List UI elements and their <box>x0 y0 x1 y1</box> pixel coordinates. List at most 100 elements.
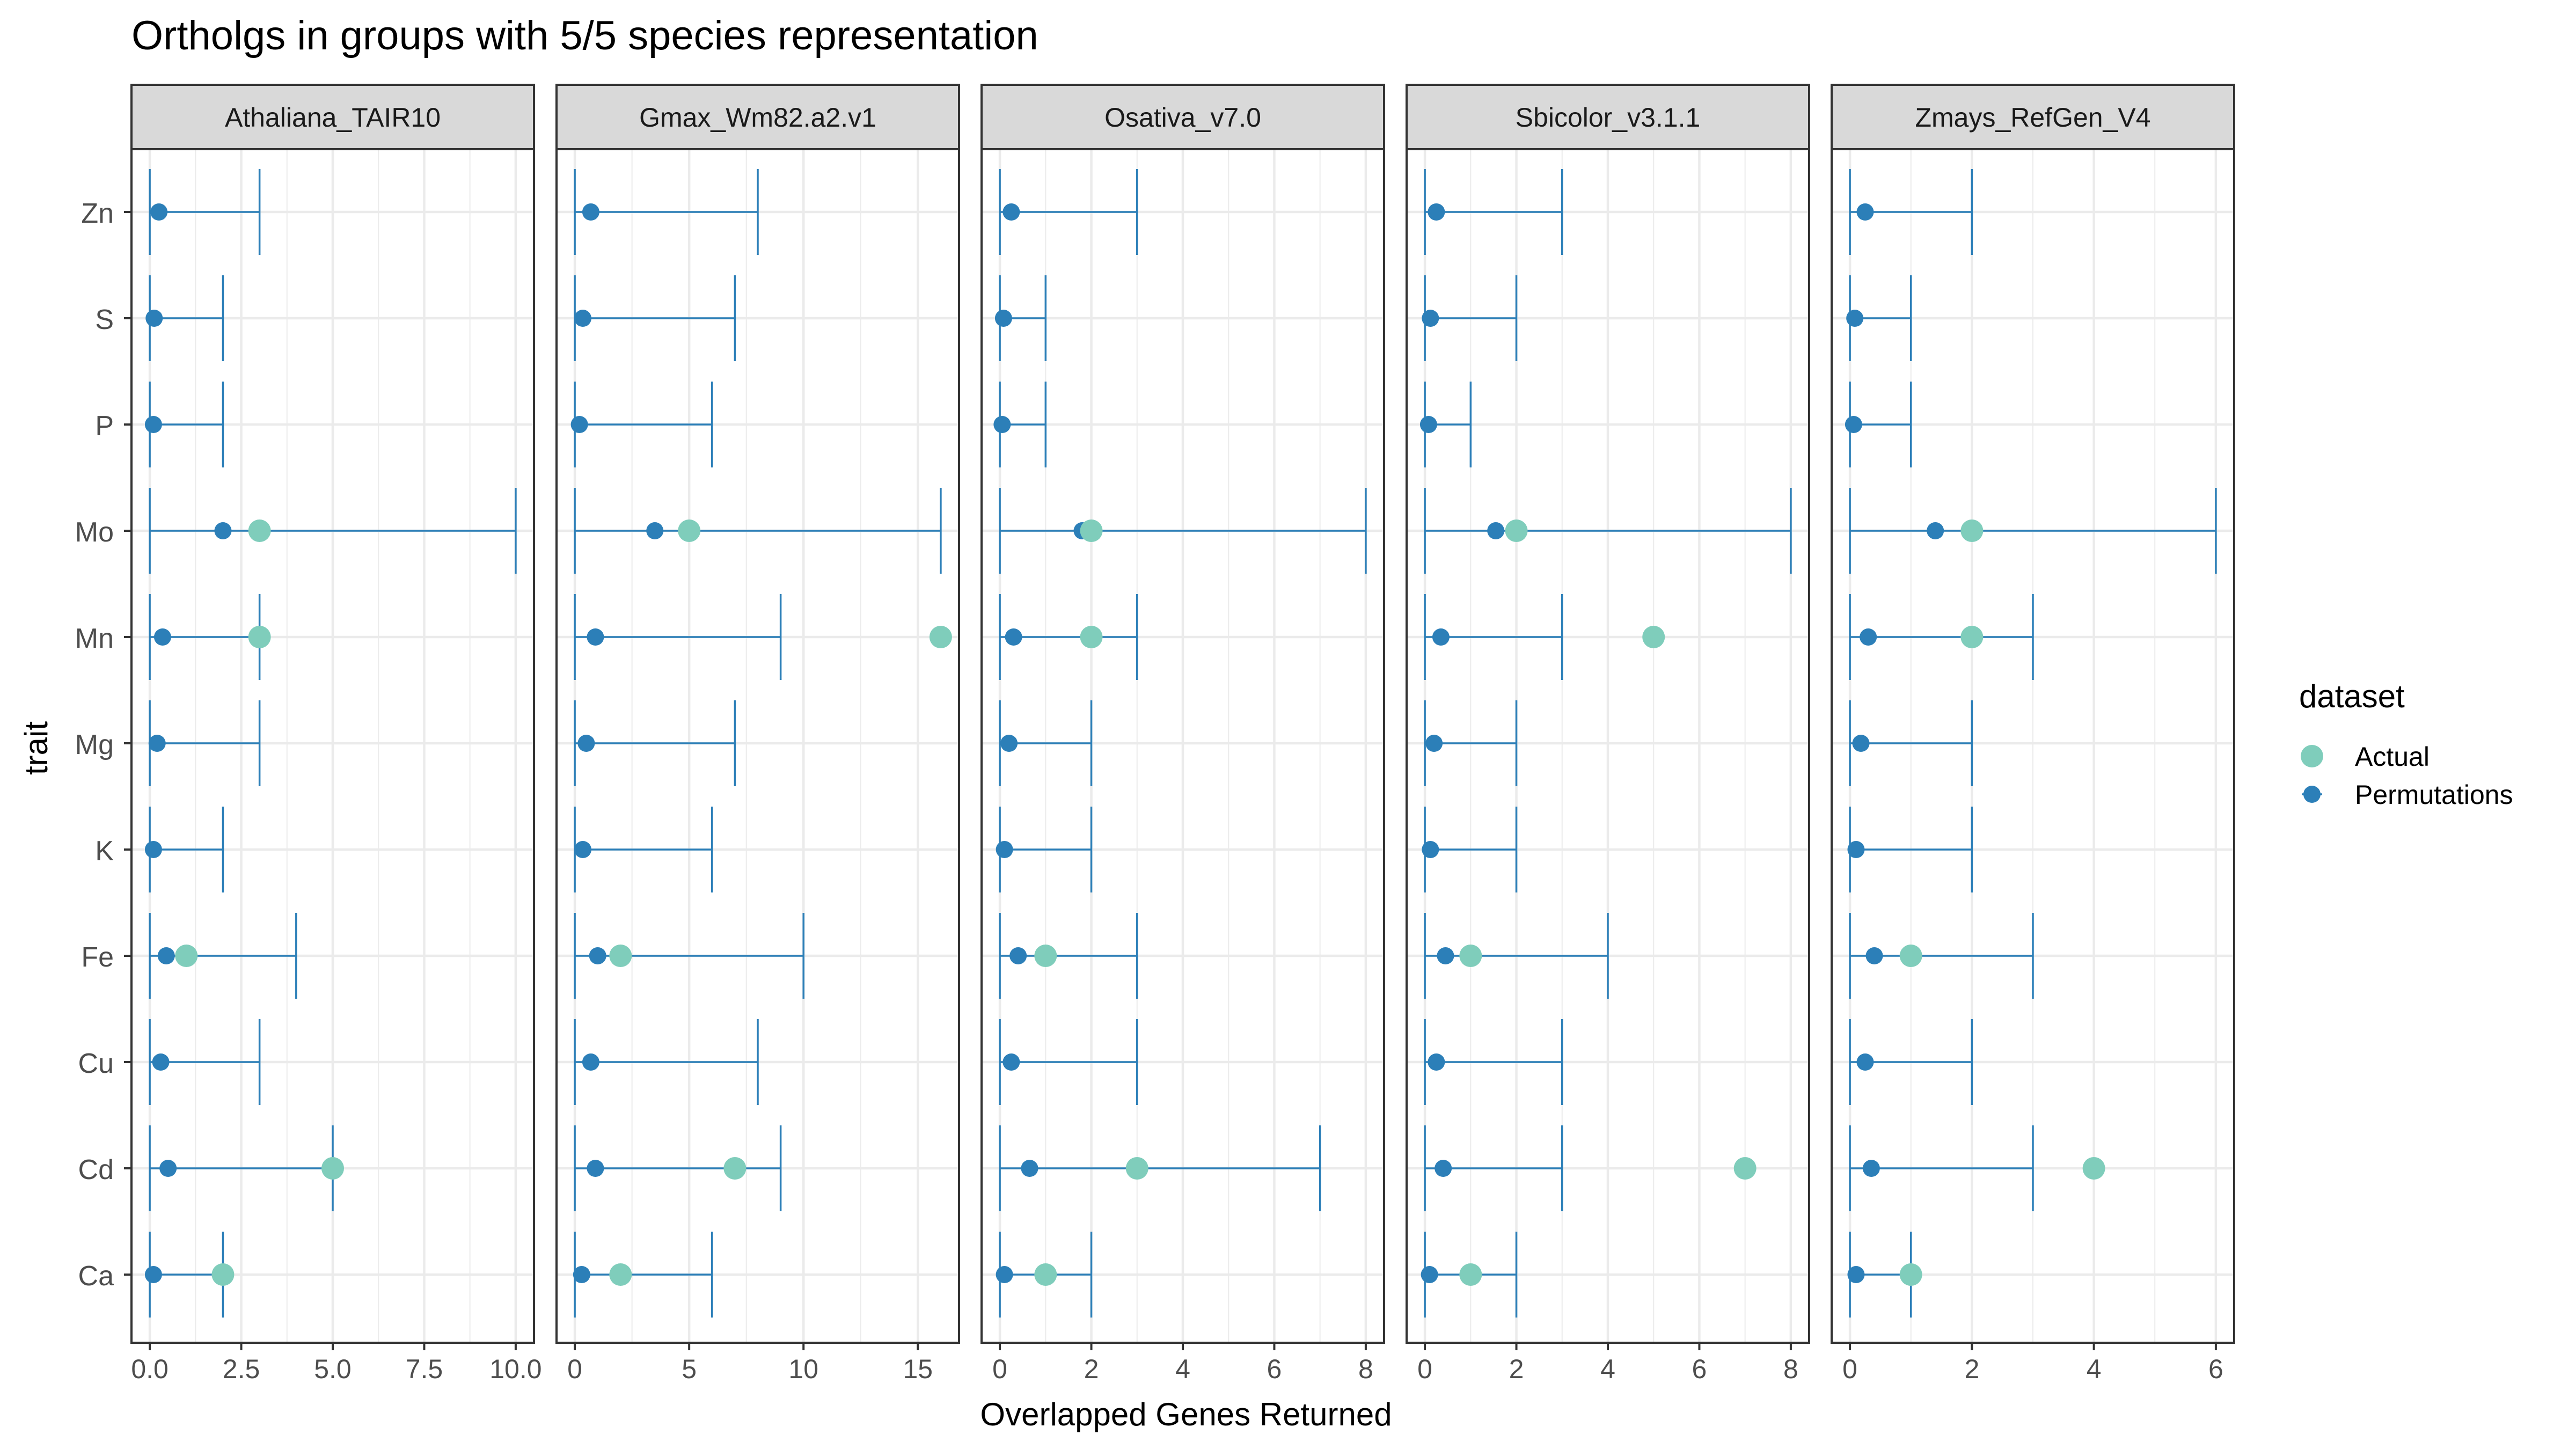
panel-background <box>557 149 959 1343</box>
permutation-point <box>1847 841 1865 858</box>
facet-strip <box>980 84 1385 150</box>
permutation-point <box>1487 522 1505 539</box>
legend: dataset Actual Permutations <box>2299 678 2513 810</box>
permutation-point <box>574 841 592 858</box>
permutation-point <box>1435 1160 1452 1177</box>
facet-panels: Athaliana_TAIR10 0.0 2.5 5.0 7.5 10.0 Gmax_Wm8… <box>130 84 2235 1384</box>
x-tick-label: 0 <box>567 1354 582 1384</box>
x-tick-label: 6 <box>1692 1354 1707 1384</box>
x-tick-label: 5.0 <box>314 1354 352 1384</box>
permutation-point <box>582 1053 599 1071</box>
permutation-point <box>1856 1053 1874 1071</box>
y-tick-label: Zn <box>81 198 114 229</box>
actual-point <box>211 1263 235 1286</box>
actual-point <box>248 626 271 648</box>
x-tick-label: 2 <box>1084 1354 1099 1384</box>
legend-entry-label: Actual <box>2355 742 2429 772</box>
actual-point <box>609 945 632 967</box>
x-tick-label: 0 <box>1842 1354 1857 1384</box>
x-tick-label: 2 <box>1509 1354 1524 1384</box>
permutation-point <box>144 416 162 433</box>
facet-strip-label: Gmax_Wm82.a2.v1 <box>639 103 876 133</box>
permutation-point <box>573 1266 590 1283</box>
permutation-point <box>145 310 163 327</box>
x-tick-label: 8 <box>1358 1354 1373 1384</box>
permutation-point <box>1428 203 1445 221</box>
permutation-point <box>996 841 1013 858</box>
x-tick-label: 6 <box>1267 1354 1282 1384</box>
x-tick-label: 0.0 <box>131 1354 169 1384</box>
permutation-point <box>159 1160 177 1177</box>
facet-panel: Athaliana_TAIR10 0.0 2.5 5.0 7.5 10.0 <box>130 84 542 1384</box>
actual-point <box>1960 626 1984 648</box>
actual-point <box>2082 1157 2105 1180</box>
actual-point <box>1733 1157 1757 1180</box>
y-axis: Zn S P Mo Mn Mg K Fe Cu Cd Ca <box>75 198 131 1292</box>
y-tick-label: Mg <box>75 729 114 760</box>
permutation-point <box>214 522 232 539</box>
actual-point <box>929 626 952 648</box>
permutation-point <box>587 1160 604 1177</box>
permutation-point <box>152 1053 170 1071</box>
x-tick-label: 2 <box>1964 1354 1979 1384</box>
permutation-point <box>1846 310 1864 327</box>
facet-panel: Osativa_v7.0 0 2 4 6 8 <box>980 84 1385 1384</box>
permutation-point <box>1852 735 1870 752</box>
permutation-point <box>1845 416 1862 433</box>
x-tick-label: 10 <box>788 1354 818 1384</box>
chart-title: Ortholgs in groups with 5/5 species repr… <box>131 13 1038 58</box>
permutation-point <box>587 628 604 646</box>
x-tick-label: 0 <box>1417 1354 1432 1384</box>
permutation-point <box>646 522 664 539</box>
x-tick-label: 6 <box>2208 1354 2223 1384</box>
actual-point <box>1034 945 1057 967</box>
permutation-point <box>1862 1160 1880 1177</box>
legend-title: dataset <box>2299 678 2405 714</box>
actual-point <box>723 1157 747 1180</box>
x-tick-label: 8 <box>1783 1354 1798 1384</box>
actual-point <box>321 1157 344 1180</box>
legend-entry: Actual <box>2301 742 2429 772</box>
x-tick-label: 7.5 <box>406 1354 443 1384</box>
actual-point <box>248 519 271 542</box>
permutation-point <box>150 203 168 221</box>
permutation-point <box>1927 522 1944 539</box>
permutation-point <box>1005 628 1022 646</box>
permutation-point <box>1422 310 1439 327</box>
x-tick-label: 10.0 <box>489 1354 541 1384</box>
permutation-point <box>589 947 606 964</box>
permutation-point <box>577 735 595 752</box>
actual-point <box>175 945 198 967</box>
actual-point <box>609 1263 632 1286</box>
actual-point <box>1642 626 1665 648</box>
legend-key-swatch <box>2301 745 2323 767</box>
x-tick-label: 15 <box>903 1354 933 1384</box>
y-tick-label: Fe <box>81 942 114 973</box>
legend-entry-label: Permutations <box>2355 780 2513 810</box>
y-tick-label: Cd <box>78 1154 114 1185</box>
facet-strip-label: Sbicolor_v3.1.1 <box>1516 103 1701 133</box>
facet-panel: Sbicolor_v3.1.1 0 2 4 6 8 <box>1406 84 1810 1384</box>
permutation-point <box>1428 1053 1445 1071</box>
x-tick-label: 0 <box>992 1354 1007 1384</box>
facet-strip <box>1406 84 1810 150</box>
x-tick-label: 4 <box>1175 1354 1190 1384</box>
permutation-point <box>1865 947 1883 964</box>
y-tick-label: S <box>95 304 114 335</box>
permutation-point <box>1419 416 1437 433</box>
permutation-point <box>1002 203 1020 221</box>
actual-point <box>678 519 701 542</box>
actual-point <box>1899 1263 1922 1286</box>
facet-strip-label: Zmays_RefGen_V4 <box>1915 103 2150 133</box>
y-tick-label: Mo <box>75 517 114 548</box>
y-tick-label: Mn <box>75 623 114 654</box>
y-axis-title: trait <box>18 721 54 775</box>
permutation-point <box>1856 203 1874 221</box>
facet-strip <box>130 84 535 150</box>
permutation-point <box>1437 947 1454 964</box>
y-tick-label: P <box>95 411 114 442</box>
permutation-point <box>1425 735 1443 752</box>
facet-strip <box>1831 84 2235 150</box>
permutation-point <box>1847 1266 1865 1283</box>
